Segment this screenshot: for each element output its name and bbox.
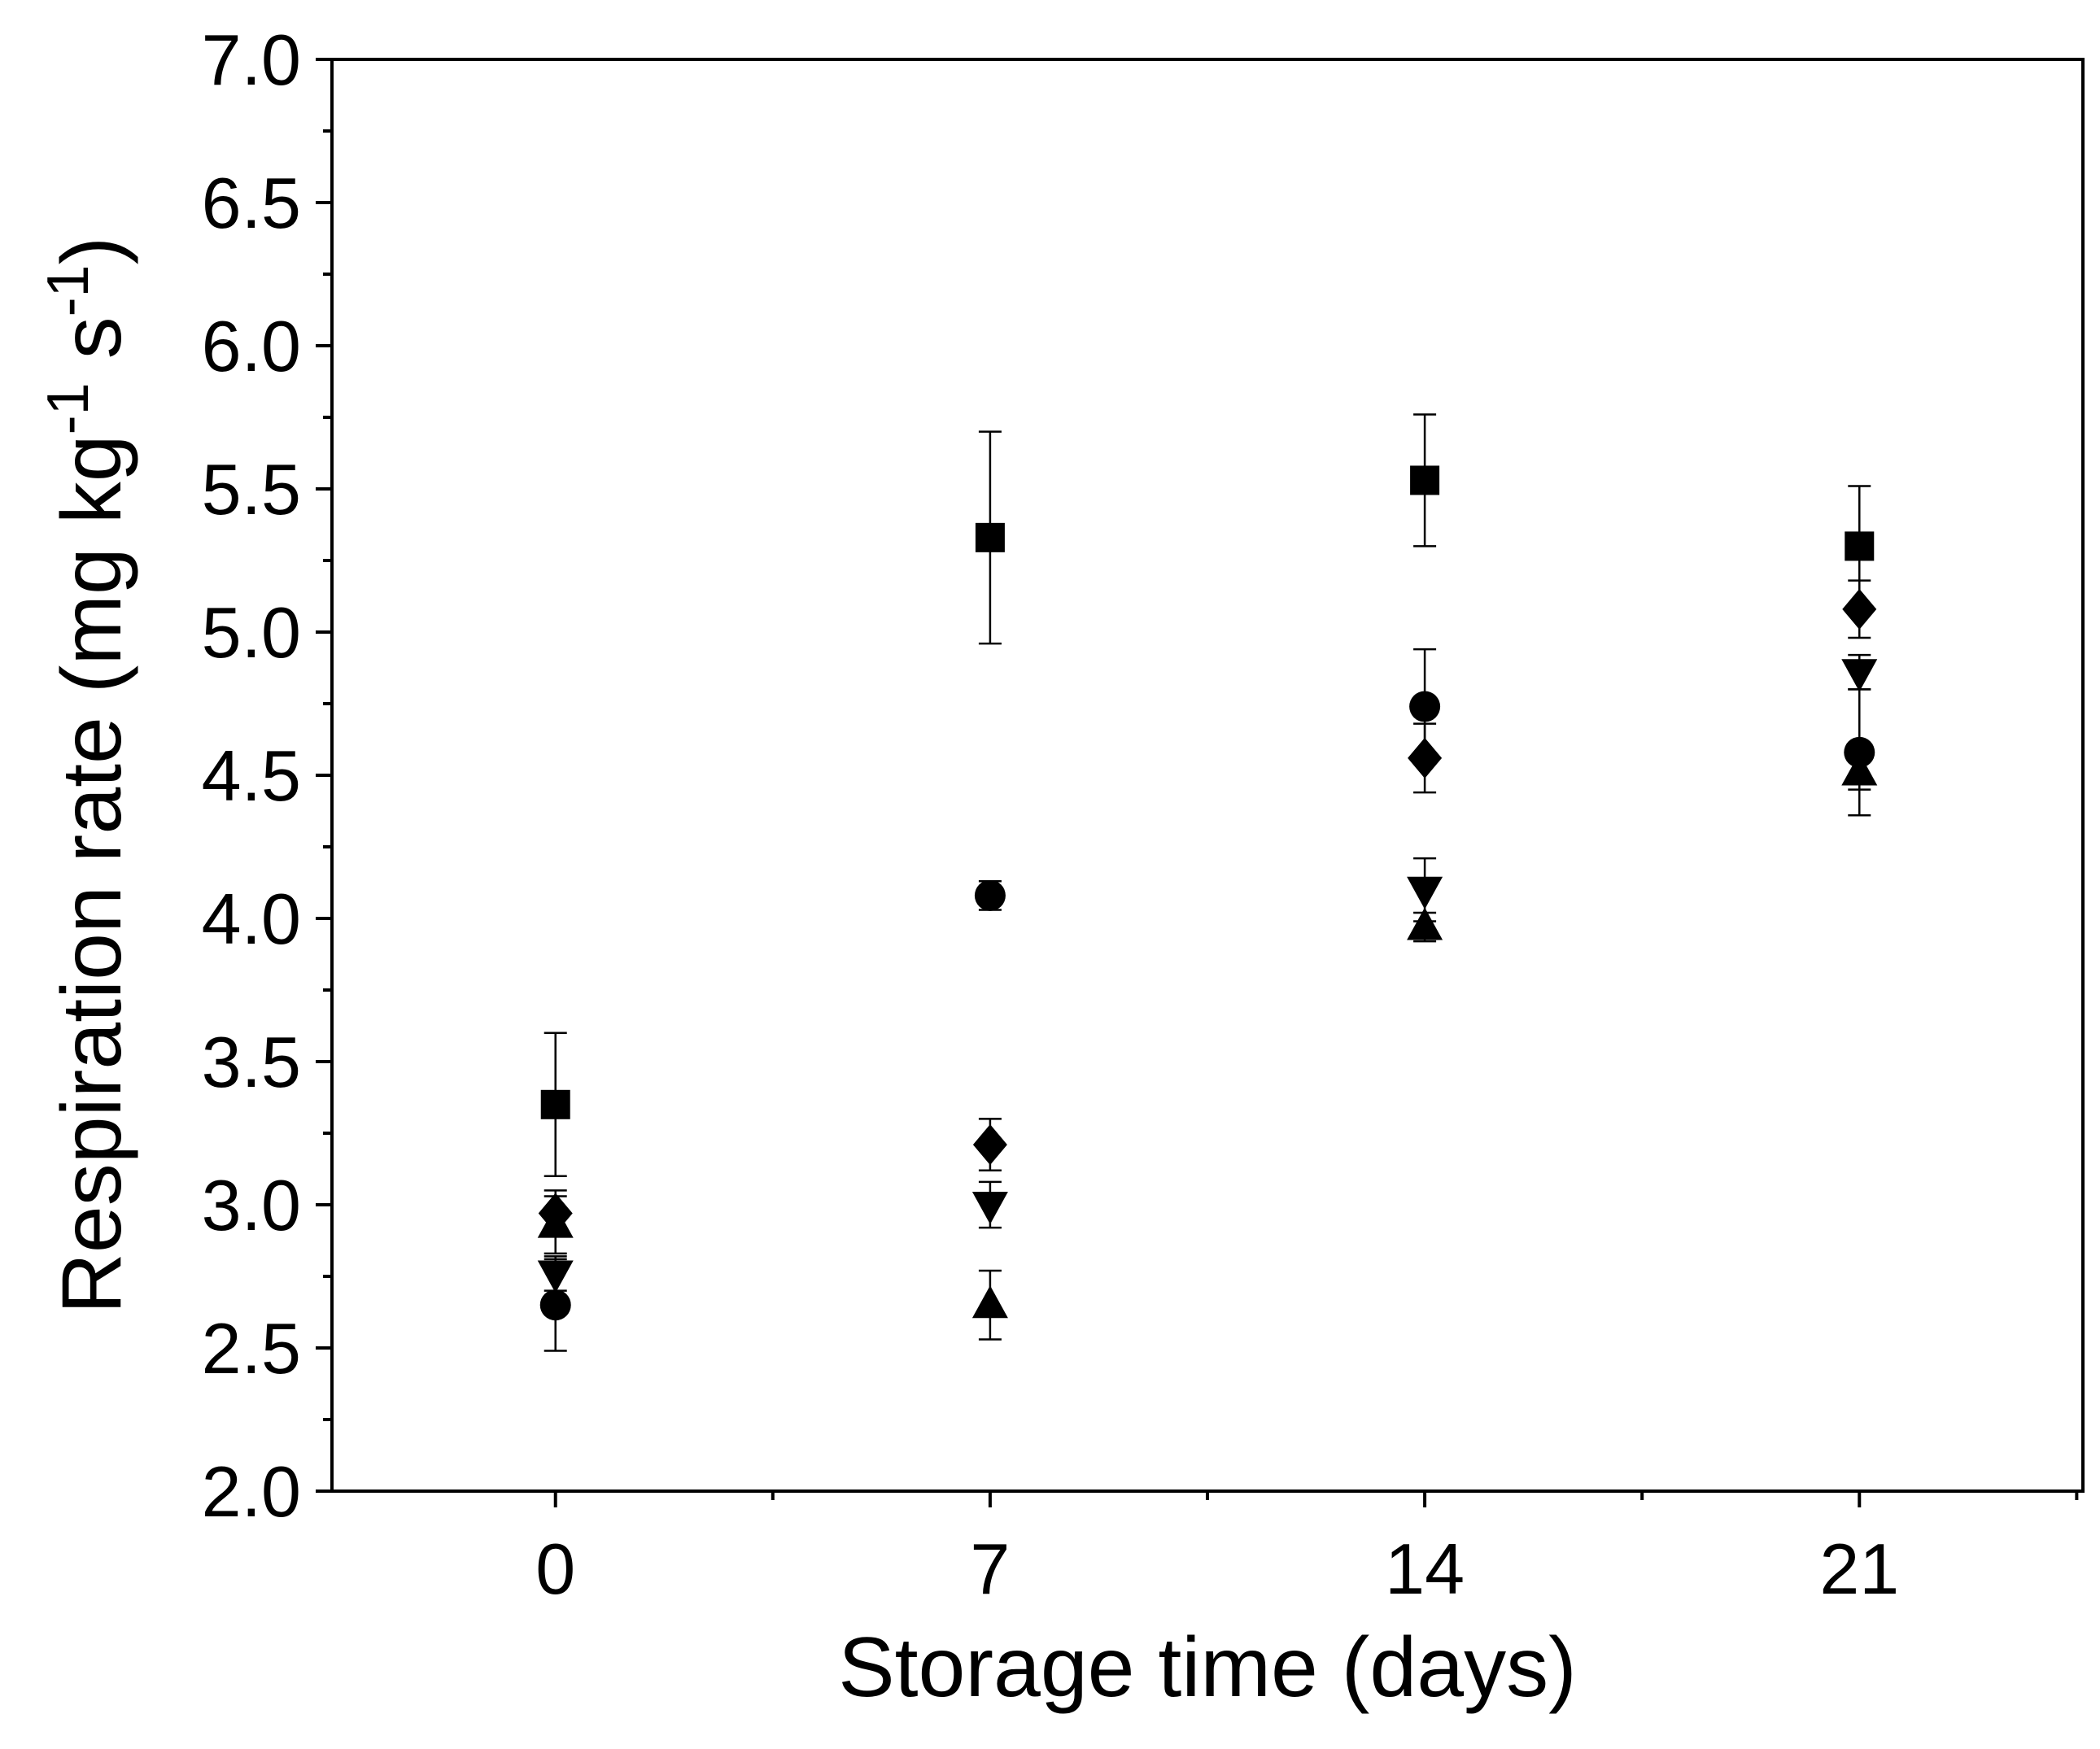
x-tick-labels: 0 7 14 21 xyxy=(535,1529,1899,1609)
y-tick-label: 7.0 xyxy=(202,20,301,100)
y-tick-label: 5.0 xyxy=(202,592,301,673)
y-tick-label: 2.0 xyxy=(202,1451,301,1532)
triangle-down-marker xyxy=(971,1192,1008,1224)
y-tick-label: 4.0 xyxy=(202,879,301,959)
minor-ticks xyxy=(323,129,2079,1500)
square-marker xyxy=(1845,531,1875,561)
y-axis-title-superscript: -1 xyxy=(36,264,101,316)
triangle-up-marker xyxy=(1407,907,1443,940)
circle-marker xyxy=(1844,736,1875,768)
y-tick-label: 6.5 xyxy=(202,163,301,243)
triangle-down-marker xyxy=(537,1260,574,1293)
plot-area-frame xyxy=(330,58,2085,1493)
x-axis-title: Storage time (days) xyxy=(838,1620,1576,1715)
square-marker xyxy=(540,1089,570,1119)
x-tick-label: 0 xyxy=(535,1529,575,1609)
y-tick-label: 5.5 xyxy=(202,449,301,530)
x-tick-label: 21 xyxy=(1819,1529,1899,1609)
square-marker xyxy=(975,522,1005,552)
diamond-marker xyxy=(1842,588,1877,630)
circle-marker xyxy=(974,879,1006,911)
y-axis-title-part: ) xyxy=(45,237,139,265)
x-tick-label: 14 xyxy=(1385,1529,1465,1609)
triangle-up-marker xyxy=(1841,752,1878,786)
major-ticks xyxy=(316,58,1862,1507)
triangle-down-marker xyxy=(1407,876,1443,909)
y-tick-label: 4.5 xyxy=(202,735,301,816)
y-tick-label: 3.5 xyxy=(202,1022,301,1102)
y-axis-title-part: s xyxy=(45,316,139,382)
square-marker xyxy=(1410,465,1440,495)
data-markers xyxy=(537,465,1878,1321)
diamond-marker xyxy=(972,1124,1007,1166)
y-tick-label: 2.5 xyxy=(202,1308,301,1389)
y-axis-title: Respiration rate (mg kg-1 s-1) xyxy=(36,237,139,1315)
x-tick-label: 7 xyxy=(970,1529,1010,1609)
y-tick-label: 6.0 xyxy=(202,306,301,386)
diamond-marker xyxy=(538,1193,573,1234)
y-axis-title-superscript: -1 xyxy=(36,382,101,434)
y-tick-labels: 2.0 2.5 3.0 3.5 4.0 4.5 5.0 5.5 6.0 6.5 7.0 xyxy=(202,20,301,1532)
circle-marker xyxy=(1409,691,1441,722)
y-axis-title-part: Respiration rate (mg kg xyxy=(45,434,139,1314)
error-bars xyxy=(544,413,1871,1352)
triangle-down-marker xyxy=(1841,659,1878,692)
diamond-marker xyxy=(1408,737,1443,779)
y-tick-label: 3.0 xyxy=(202,1165,301,1245)
triangle-up-marker xyxy=(971,1285,1008,1319)
circle-marker xyxy=(539,1289,571,1321)
